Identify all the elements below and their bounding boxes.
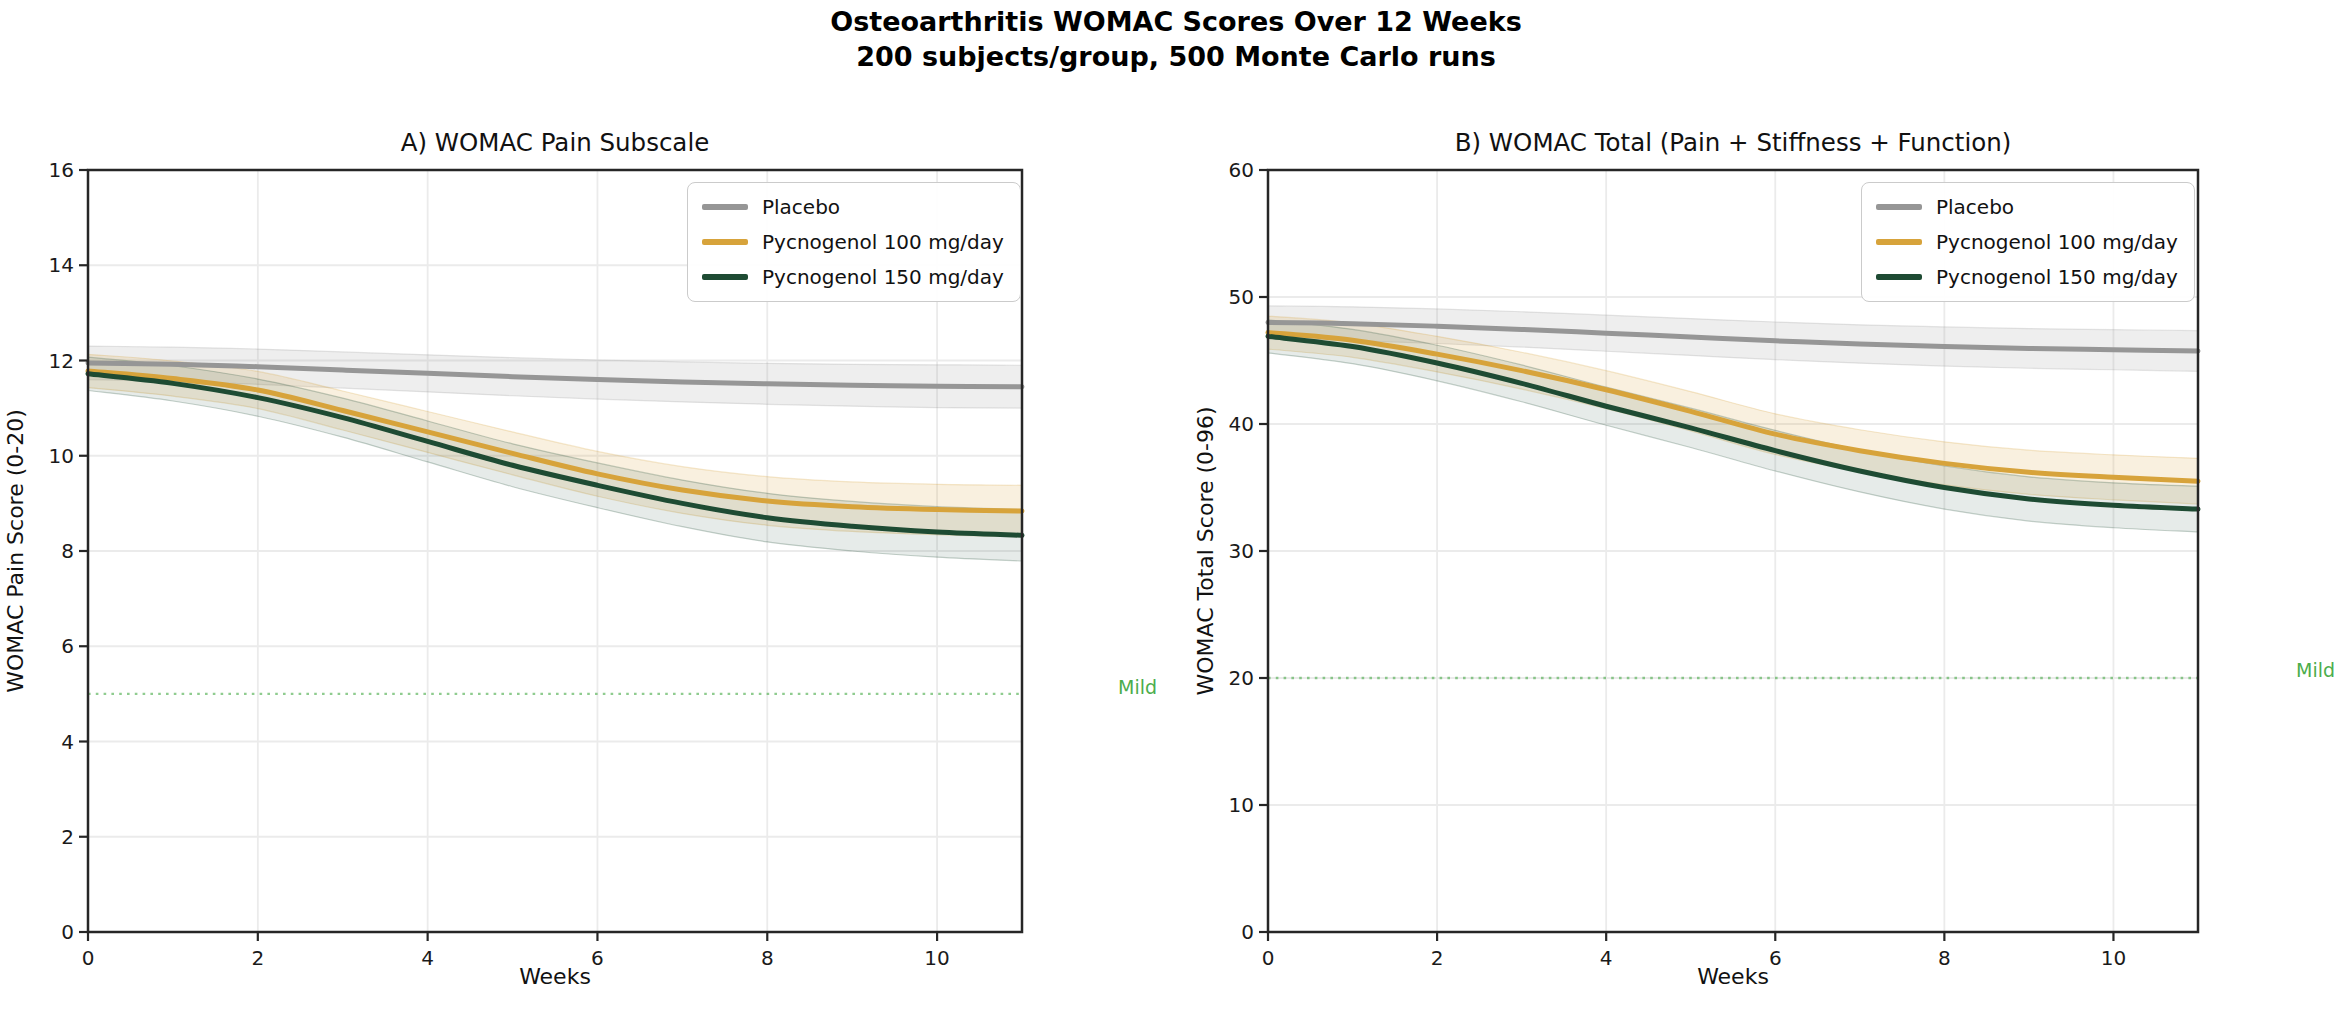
subplot-a-threshold-annotation: Mild <box>1118 676 1157 698</box>
legend-item-placebo: Placebo <box>1876 195 2178 219</box>
legend-label-pycnogenol-100: Pycnogenol 100 mg/day <box>762 230 1004 254</box>
figure-title-line1: Osteoarthritis WOMAC Scores Over 12 Week… <box>0 6 2352 37</box>
y-tick-label: 20 <box>1190 665 1254 691</box>
legend-label-pycnogenol-150: Pycnogenol 150 mg/day <box>762 265 1004 289</box>
legend-label-placebo: Placebo <box>762 195 840 219</box>
legend-item-pycnogenol-150: Pycnogenol 150 mg/day <box>702 265 1004 289</box>
y-tick-label: 2 <box>10 824 74 850</box>
y-tick-label: 6 <box>10 633 74 659</box>
x-tick-label: 6 <box>1743 946 1807 970</box>
y-tick-label: 10 <box>10 443 74 469</box>
subplot-b-legend: Placebo Pycnogenol 100 mg/day Pycnogenol… <box>1861 182 2195 302</box>
y-tick-label: 8 <box>10 538 74 564</box>
y-tick-label: 50 <box>1190 284 1254 310</box>
legend-label-pycnogenol-100: Pycnogenol 100 mg/day <box>1936 230 2178 254</box>
subplot-a-title: A) WOMAC Pain Subscale <box>88 128 1022 157</box>
y-tick-label: 30 <box>1190 538 1254 564</box>
x-tick-label: 2 <box>226 946 290 970</box>
y-tick-label: 0 <box>1190 919 1254 945</box>
legend-item-pycnogenol-100: Pycnogenol 100 mg/day <box>702 230 1004 254</box>
x-tick-label: 4 <box>1574 946 1638 970</box>
subplot-b-title: B) WOMAC Total (Pain + Stiffness + Funct… <box>1268 128 2198 157</box>
figure: { "figure": { "title_line1": "Osteoarthr… <box>0 0 2352 1013</box>
y-tick-label: 16 <box>10 157 74 183</box>
y-tick-label: 60 <box>1190 157 1254 183</box>
subplot-a-legend: Placebo Pycnogenol 100 mg/day Pycnogenol… <box>687 182 1021 302</box>
subplot-b-threshold-annotation: Mild <box>2296 659 2335 681</box>
legend-item-placebo: Placebo <box>702 195 1004 219</box>
legend-label-pycnogenol-150: Pycnogenol 150 mg/day <box>1936 265 2178 289</box>
y-tick-label: 4 <box>10 729 74 755</box>
legend-swatch-pycnogenol-150 <box>1876 274 1922 280</box>
legend-swatch-pycnogenol-100 <box>1876 239 1922 245</box>
legend-item-pycnogenol-150: Pycnogenol 150 mg/day <box>1876 265 2178 289</box>
legend-item-pycnogenol-100: Pycnogenol 100 mg/day <box>1876 230 2178 254</box>
legend-swatch-placebo <box>702 204 748 210</box>
legend-label-placebo: Placebo <box>1936 195 2014 219</box>
y-tick-label: 0 <box>10 919 74 945</box>
legend-swatch-placebo <box>1876 204 1922 210</box>
legend-swatch-pycnogenol-100 <box>702 239 748 245</box>
y-tick-label: 12 <box>10 348 74 374</box>
x-tick-label: 4 <box>396 946 460 970</box>
y-tick-label: 40 <box>1190 411 1254 437</box>
figure-title-line2: 200 subjects/group, 500 Monte Carlo runs <box>0 41 2352 72</box>
x-tick-label: 10 <box>905 946 969 970</box>
x-tick-label: 8 <box>735 946 799 970</box>
x-tick-label: 8 <box>1912 946 1976 970</box>
x-tick-label: 0 <box>56 946 120 970</box>
y-tick-label: 10 <box>1190 792 1254 818</box>
x-tick-label: 6 <box>565 946 629 970</box>
legend-swatch-pycnogenol-150 <box>702 274 748 280</box>
x-tick-label: 2 <box>1405 946 1469 970</box>
x-tick-label: 10 <box>2081 946 2145 970</box>
x-tick-label: 0 <box>1236 946 1300 970</box>
y-tick-label: 14 <box>10 252 74 278</box>
